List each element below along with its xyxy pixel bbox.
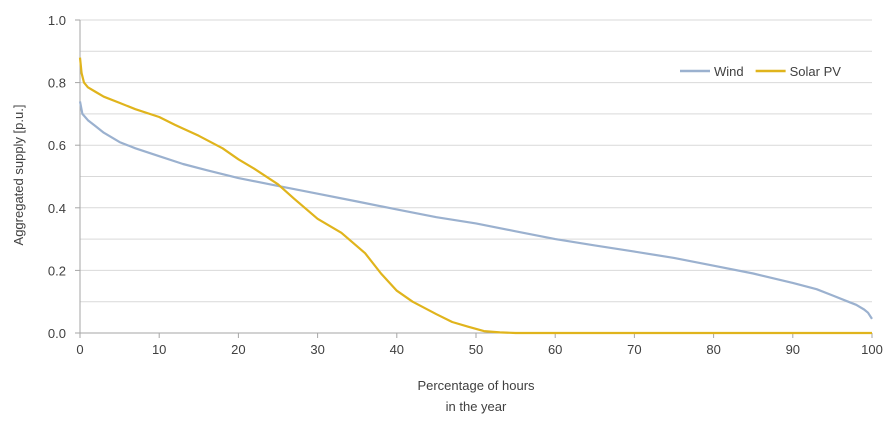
y-tick-label: 1.0	[48, 13, 66, 28]
legend-label-solar-pv: Solar PV	[790, 64, 842, 79]
series-lines	[78, 57, 873, 335]
y-tick-label: 0.8	[48, 76, 66, 91]
x-tick-label: 90	[786, 342, 800, 357]
legend-label-wind: Wind	[714, 64, 744, 79]
y-tick-label: 0.2	[48, 263, 66, 278]
y-tick-labels: 0.0 0.2 0.4 0.6 0.8 1.0	[48, 13, 66, 341]
x-axis-title-line-2: in the year	[446, 399, 507, 414]
x-tick-label: 10	[152, 342, 166, 357]
x-tick-labels: 0 10 20 30 40 50 60 70 80 90 100	[76, 342, 882, 357]
x-tick-label: 70	[627, 342, 641, 357]
gridlines	[80, 19, 872, 303]
x-tick-label: 100	[861, 342, 883, 357]
y-axis-title: Aggregated supply [p.u.]	[11, 105, 26, 246]
series-line-wind	[78, 101, 873, 320]
legend: Wind Solar PV	[680, 64, 841, 79]
x-tick-label: 0	[76, 342, 83, 357]
y-tick-label: 0.4	[48, 201, 66, 216]
x-tick-label: 60	[548, 342, 562, 357]
x-tick-label: 30	[310, 342, 324, 357]
x-tick-label: 40	[390, 342, 404, 357]
x-tick-label: 20	[231, 342, 245, 357]
axes	[75, 19, 873, 338]
series-line-solar-pv	[78, 57, 872, 335]
y-tick-label: 0.0	[48, 326, 66, 341]
x-axis-title-line-1: Percentage of hours	[417, 378, 535, 393]
x-tick-label: 50	[469, 342, 483, 357]
y-tick-label: 0.6	[48, 138, 66, 153]
x-tick-label: 80	[706, 342, 720, 357]
